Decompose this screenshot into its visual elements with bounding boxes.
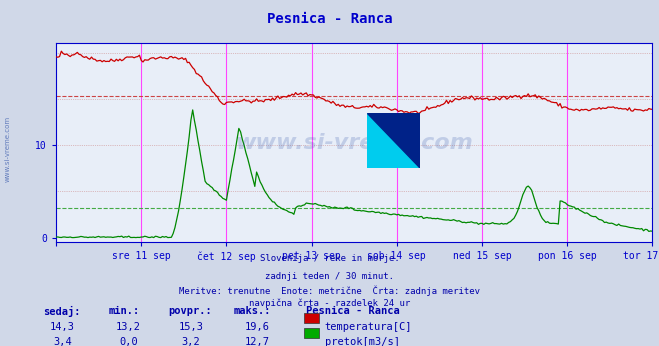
Text: www.si-vreme.com: www.si-vreme.com — [5, 116, 11, 182]
Text: min.:: min.: — [109, 306, 140, 316]
Text: 3,4: 3,4 — [53, 337, 72, 346]
Polygon shape — [366, 113, 420, 168]
Text: www.si-vreme.com: www.si-vreme.com — [235, 133, 473, 153]
Text: sedaj:: sedaj: — [43, 306, 80, 317]
Text: Pesnica - Ranca: Pesnica - Ranca — [267, 12, 392, 26]
Text: 0,0: 0,0 — [119, 337, 138, 346]
Text: temperatura[C]: temperatura[C] — [325, 322, 413, 333]
Text: navpična črta - razdelek 24 ur: navpična črta - razdelek 24 ur — [249, 299, 410, 308]
Text: 12,7: 12,7 — [244, 337, 270, 346]
Text: zadnji teden / 30 minut.: zadnji teden / 30 minut. — [265, 272, 394, 281]
Text: Meritve: trenutne  Enote: metrične  Črta: zadnja meritev: Meritve: trenutne Enote: metrične Črta: … — [179, 285, 480, 296]
Polygon shape — [366, 113, 420, 168]
Text: 13,2: 13,2 — [116, 322, 141, 333]
Text: 3,2: 3,2 — [182, 337, 200, 346]
Text: Pesnica - Ranca: Pesnica - Ranca — [306, 306, 400, 316]
Text: 14,3: 14,3 — [50, 322, 75, 333]
Text: Slovenija / reke in morje.: Slovenija / reke in morje. — [260, 254, 399, 263]
Text: 19,6: 19,6 — [244, 322, 270, 333]
Text: povpr.:: povpr.: — [168, 306, 212, 316]
Text: maks.:: maks.: — [234, 306, 272, 316]
Text: pretok[m3/s]: pretok[m3/s] — [325, 337, 400, 346]
Text: 15,3: 15,3 — [179, 322, 204, 333]
